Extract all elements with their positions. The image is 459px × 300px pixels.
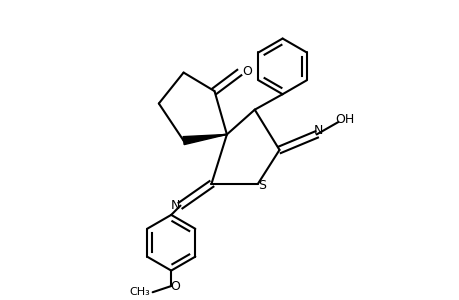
Text: O: O (170, 280, 179, 292)
Text: S: S (258, 179, 266, 192)
Text: N: N (313, 124, 322, 137)
Text: O: O (241, 64, 252, 77)
Text: CH₃: CH₃ (129, 287, 150, 297)
Text: OH: OH (335, 113, 354, 126)
Text: N: N (171, 199, 180, 212)
Polygon shape (183, 134, 226, 145)
